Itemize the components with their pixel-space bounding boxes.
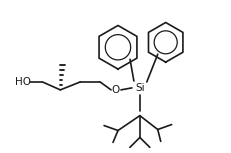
Text: O: O — [112, 85, 120, 95]
Text: HO: HO — [15, 77, 30, 87]
Text: Si: Si — [135, 83, 145, 93]
